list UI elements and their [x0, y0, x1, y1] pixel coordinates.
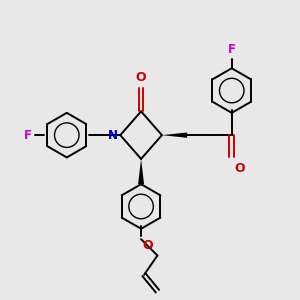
- Polygon shape: [162, 133, 187, 138]
- Polygon shape: [138, 159, 144, 184]
- Text: O: O: [234, 162, 245, 175]
- Text: F: F: [24, 129, 32, 142]
- Text: O: O: [142, 239, 153, 252]
- Text: O: O: [136, 71, 146, 84]
- Text: F: F: [228, 43, 236, 56]
- Text: N: N: [108, 129, 118, 142]
